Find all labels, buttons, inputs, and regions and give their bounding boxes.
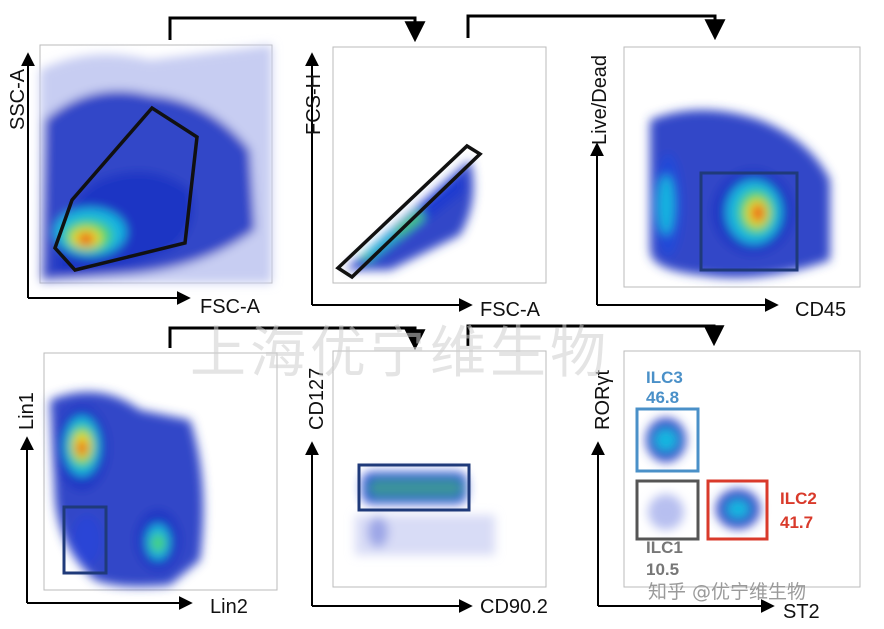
flow-arrow-1-to-2 bbox=[168, 16, 426, 43]
y-axis-label: SSC-A bbox=[7, 68, 29, 130]
y-axis-label: FCS-H bbox=[303, 74, 325, 135]
y-axis-label: RORγt bbox=[592, 370, 614, 430]
gate-polygon[interactable] bbox=[335, 143, 483, 280]
panel-st2-rorgt: ILC3 46.8 ILC1 10.5 ILC2 41.7 ST2 RORγt bbox=[591, 350, 861, 623]
ilc3-name: ILC3 bbox=[646, 368, 683, 387]
gate-rectangle[interactable] bbox=[699, 171, 799, 272]
panel-cd45-livedead: CD45 Live/Dead bbox=[589, 46, 861, 321]
density-plot bbox=[635, 407, 769, 541]
panel-fsca-fcsh: FSC-A FCS-H bbox=[303, 46, 547, 321]
x-axis-label: ST2 bbox=[783, 601, 820, 623]
density-plot bbox=[650, 110, 830, 278]
ilc1-percent: 10.5 bbox=[646, 560, 679, 579]
panel-fsc-ssc: FSC-A SSC-A bbox=[7, 44, 273, 318]
y-axis-label: Lin1 bbox=[16, 392, 38, 430]
gate-polygon[interactable] bbox=[53, 105, 199, 272]
flow-arrow-2-to-3 bbox=[466, 14, 726, 41]
flow-arrow-5-to-6 bbox=[466, 324, 725, 347]
x-axis-label: CD45 bbox=[795, 299, 846, 321]
x-axis-label: FSC-A bbox=[200, 296, 261, 318]
density-plot bbox=[50, 392, 204, 587]
density-plot bbox=[40, 45, 272, 283]
gate-ilc1[interactable] bbox=[635, 479, 700, 541]
ilc2-name: ILC2 bbox=[780, 489, 817, 508]
workflow-arrows bbox=[168, 14, 726, 351]
gate-ilc3[interactable] bbox=[635, 407, 700, 473]
ilc1-name: ILC1 bbox=[646, 538, 683, 557]
flow-arrow-4-to-5 bbox=[168, 326, 426, 351]
ilc3-percent: 46.8 bbox=[646, 388, 679, 407]
ilc2-percent: 41.7 bbox=[780, 513, 813, 532]
gate-ilc2[interactable] bbox=[706, 479, 769, 541]
y-axis-label: Live/Dead bbox=[589, 55, 611, 145]
panel-cd90-cd127: CD90.2 CD127 bbox=[305, 350, 548, 618]
x-axis-label: CD90.2 bbox=[480, 596, 548, 618]
gate-rectangle[interactable] bbox=[62, 505, 108, 575]
panel-lin2-lin1: Lin2 Lin1 bbox=[16, 352, 278, 618]
watermark-main: 上海优宁维生物 bbox=[190, 321, 610, 386]
x-axis-label: Lin2 bbox=[210, 596, 248, 618]
y-axis-label: CD127 bbox=[306, 368, 328, 430]
x-axis-label: FSC-A bbox=[480, 299, 541, 321]
density-plot bbox=[335, 143, 483, 280]
density-plot bbox=[355, 463, 495, 555]
watermark-corner: 知乎 @优宁维生物 bbox=[648, 581, 806, 603]
gate-rectangle[interactable] bbox=[357, 463, 471, 512]
